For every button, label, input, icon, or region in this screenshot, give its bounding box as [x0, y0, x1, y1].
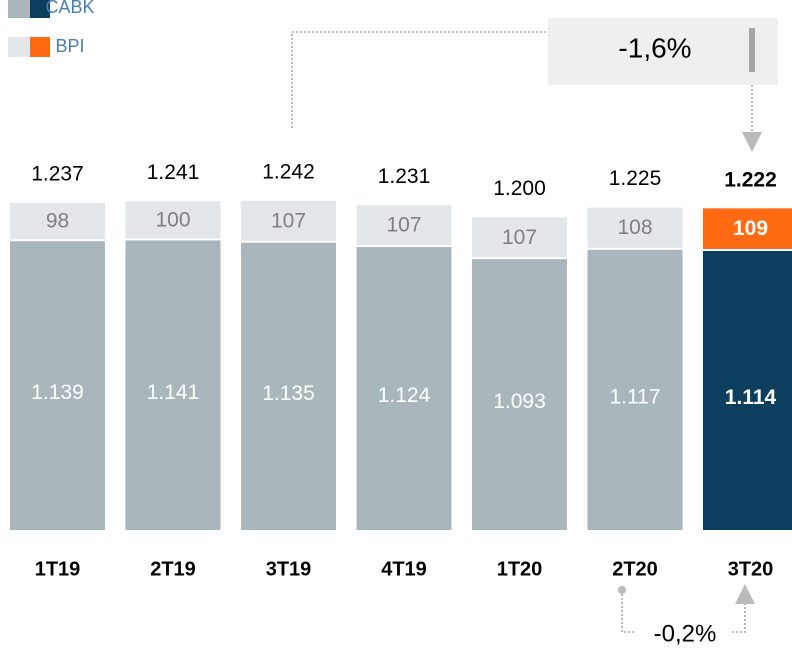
- value-label: 109: [733, 217, 768, 240]
- value-label: 1.135: [262, 382, 315, 405]
- bar-segment: [241, 242, 336, 531]
- x-tick-label: 3T20: [728, 558, 774, 580]
- legend-label: BPI: [55, 36, 84, 56]
- value-label: 107: [271, 209, 306, 232]
- connector: [732, 584, 755, 633]
- value-label: 1.093: [493, 390, 546, 413]
- bar-segment: [125, 240, 221, 530]
- legend-swatch: [8, 37, 30, 57]
- value-label: 108: [617, 216, 652, 239]
- bar-segment: [10, 241, 105, 530]
- legend-label: CABK: [45, 0, 94, 17]
- annotation-bar: [749, 28, 755, 72]
- value-label: 1.124: [378, 384, 431, 407]
- value-label: 1.139: [31, 381, 84, 404]
- bar-segment: [472, 259, 567, 530]
- total-label: 1.200: [493, 177, 546, 200]
- connector: [621, 590, 636, 633]
- legend-swatch: [8, 0, 30, 18]
- bar-segment: [703, 208, 792, 249]
- total-label: 1.225: [609, 167, 662, 190]
- value-label: 1.117: [610, 385, 661, 408]
- value-label: 107: [502, 226, 537, 249]
- value-label: 100: [155, 208, 190, 231]
- connector-dot: [618, 586, 626, 594]
- value-label: 1.141: [147, 381, 200, 404]
- x-tick-label: 2T20: [612, 558, 658, 580]
- value-label: 98: [46, 210, 69, 233]
- x-tick-label: 2T19: [150, 558, 196, 580]
- total-label: 1.242: [262, 160, 315, 183]
- x-tick-label: 1T19: [35, 558, 81, 580]
- bar-segment: [587, 249, 683, 531]
- bar-segment: [10, 202, 105, 240]
- value-label: 1.114: [725, 386, 777, 409]
- x-tick-label: 4T19: [381, 558, 427, 580]
- total-label: 1.241: [147, 161, 200, 184]
- annotation: -1,6%: [618, 32, 691, 63]
- bar-segment: [241, 200, 336, 241]
- x-tick-label: 1T20: [497, 558, 543, 580]
- bar-segment: [703, 250, 792, 530]
- bar-segment: [125, 201, 221, 239]
- legend-swatch: [30, 0, 50, 18]
- total-label: 1.237: [31, 162, 84, 185]
- legend-swatch: [30, 37, 50, 57]
- annotation: -0,2%: [654, 620, 717, 647]
- bar-segment: [356, 247, 452, 530]
- bar-segment: [356, 205, 452, 246]
- value-label: 107: [386, 214, 421, 237]
- annotation-box: [548, 18, 778, 85]
- bar-segment: [587, 207, 683, 248]
- total-label: 1.231: [378, 165, 431, 188]
- x-tick-label: 3T19: [266, 558, 312, 580]
- connector: [291, 31, 548, 128]
- total-label: 1.222: [724, 168, 777, 191]
- bar-segment: [472, 217, 567, 258]
